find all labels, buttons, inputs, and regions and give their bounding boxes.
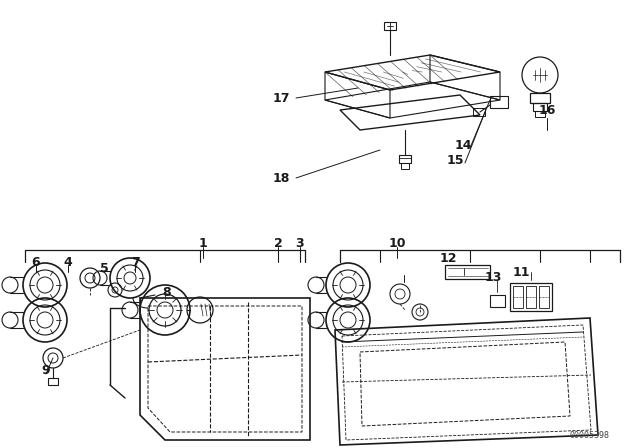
Bar	[530, 93, 550, 103]
Text: 16: 16	[538, 103, 556, 116]
Bar	[535, 111, 545, 117]
Text: 12: 12	[439, 251, 457, 264]
Text: 3: 3	[296, 237, 304, 250]
Text: 6: 6	[32, 255, 40, 268]
Bar	[490, 295, 505, 307]
Bar	[490, 96, 508, 108]
Text: 4: 4	[63, 255, 72, 268]
Text: 00005398: 00005398	[570, 431, 610, 439]
Text: 8: 8	[163, 285, 172, 298]
Text: 15: 15	[446, 154, 464, 167]
Bar	[533, 103, 547, 111]
Bar	[539, 286, 549, 308]
Text: 5: 5	[100, 262, 108, 275]
Text: 9: 9	[42, 363, 51, 376]
Text: 18: 18	[272, 172, 290, 185]
Bar	[513, 286, 523, 308]
Text: 10: 10	[388, 237, 406, 250]
Text: 7: 7	[131, 255, 140, 268]
Bar	[526, 286, 536, 308]
Text: 11: 11	[512, 266, 530, 279]
Text: 13: 13	[484, 271, 502, 284]
Text: 2: 2	[274, 237, 282, 250]
Bar	[445, 265, 490, 279]
Text: 14: 14	[454, 138, 472, 151]
Text: 1: 1	[198, 237, 207, 250]
Bar	[48, 378, 58, 385]
Bar	[401, 163, 409, 169]
Bar	[510, 283, 552, 311]
Bar	[384, 22, 396, 30]
Bar	[473, 108, 485, 116]
Text: 17: 17	[272, 91, 290, 104]
Bar	[399, 155, 411, 163]
